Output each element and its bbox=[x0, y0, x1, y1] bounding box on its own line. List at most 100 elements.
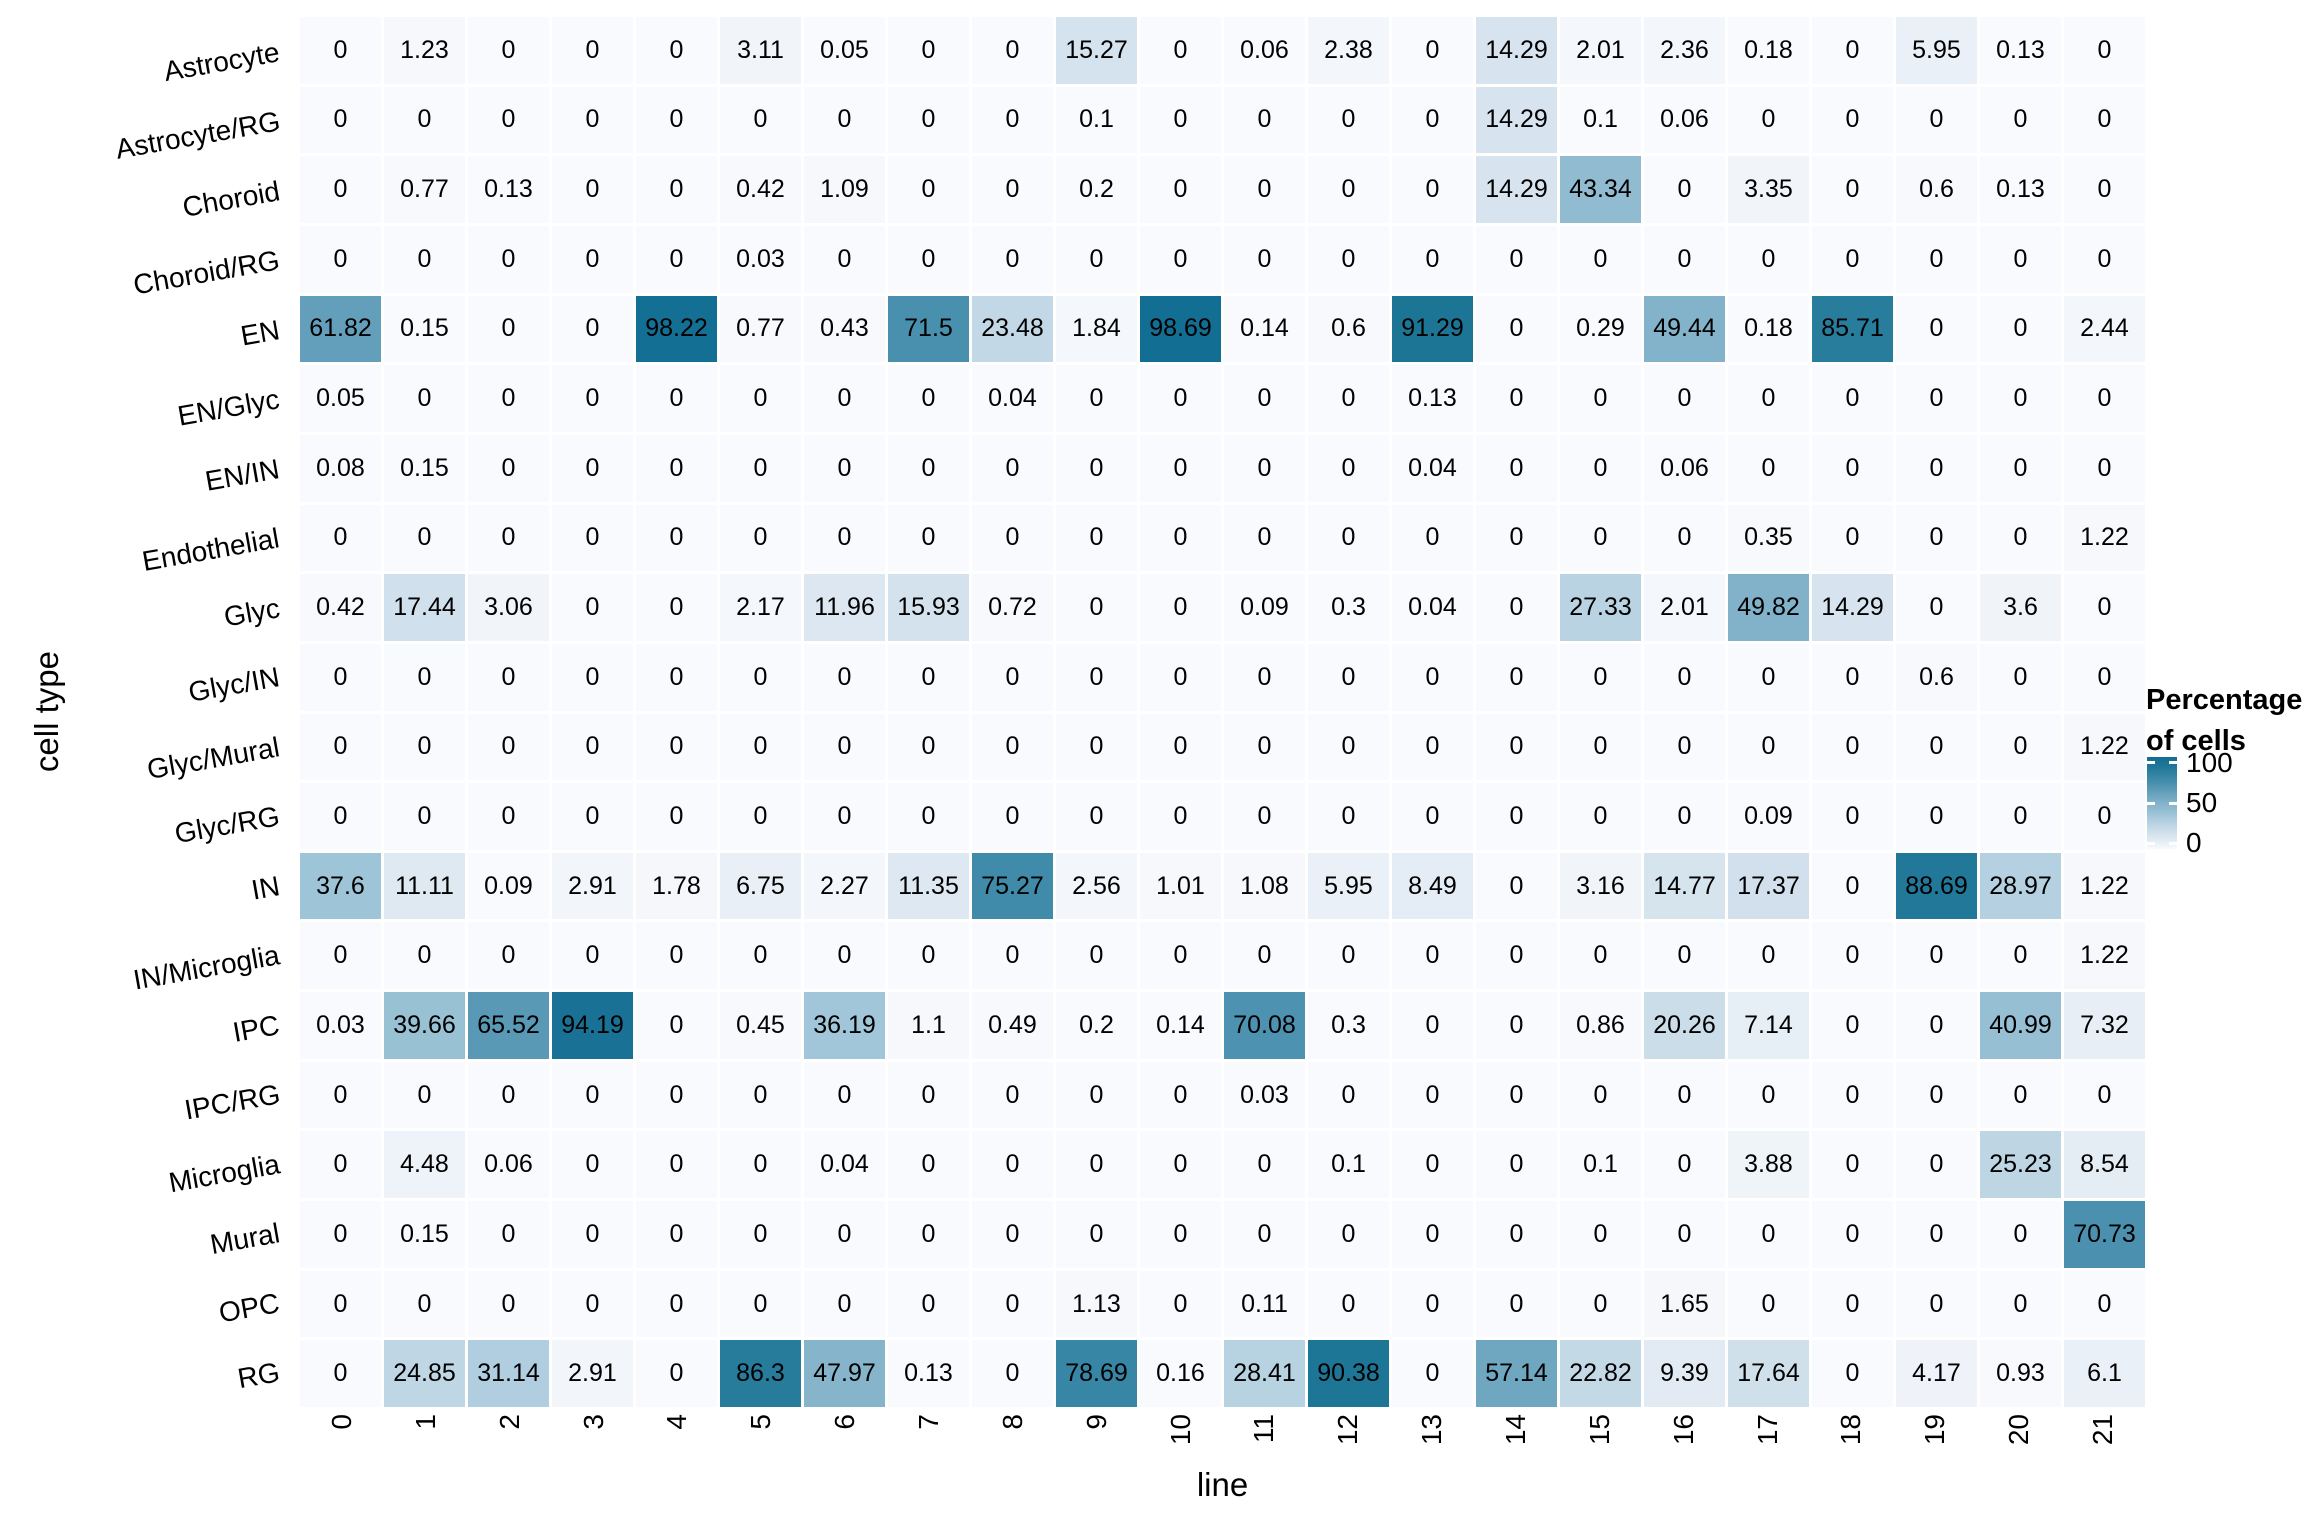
heatmap-cell: 1.84 bbox=[1056, 295, 1137, 363]
heatmap-cell: 0.1 bbox=[1308, 1131, 1389, 1199]
heatmap-cell: 14.29 bbox=[1476, 86, 1557, 154]
heatmap-cell: 0.16 bbox=[1140, 1340, 1221, 1407]
heatmap-cell: 2.17 bbox=[720, 574, 801, 641]
heatmap-cell: 0 bbox=[636, 574, 717, 641]
heatmap-cell: 0.09 bbox=[468, 852, 549, 920]
heatmap-cell: 0 bbox=[1980, 295, 2061, 363]
heatmap-cell: 0.6 bbox=[1896, 156, 1977, 223]
heatmap-cell: 0 bbox=[1476, 504, 1557, 572]
heatmap-cell: 0 bbox=[1980, 1270, 2061, 1338]
heatmap-cell: 0 bbox=[2064, 783, 2145, 850]
heatmap-cell: 0 bbox=[1560, 1061, 1641, 1129]
heatmap-cell: 0 bbox=[1308, 86, 1389, 154]
heatmap-cell: 2.36 bbox=[1644, 17, 1725, 84]
heatmap-cell: 0 bbox=[468, 713, 549, 781]
heatmap-cell: 0.1 bbox=[1560, 86, 1641, 154]
heatmap-cell: 0 bbox=[1644, 365, 1725, 432]
heatmap-cell: 0 bbox=[1308, 365, 1389, 432]
row-label-text: Glyc bbox=[221, 592, 283, 633]
heatmap-cell: 90.38 bbox=[1308, 1340, 1389, 1407]
heatmap-cell: 0 bbox=[1728, 434, 1809, 502]
heatmap-cell: 0 bbox=[1224, 86, 1305, 154]
heatmap-cell: 0 bbox=[888, 86, 969, 154]
heatmap-cell: 0.3 bbox=[1308, 992, 1389, 1059]
heatmap-cell: 9.39 bbox=[1644, 1340, 1725, 1407]
heatmap-cell: 0.14 bbox=[1140, 992, 1221, 1059]
heatmap-cell: 0 bbox=[720, 643, 801, 711]
heatmap-cell: 0 bbox=[1644, 713, 1725, 781]
heatmap-cell: 0 bbox=[1812, 1270, 1893, 1338]
heatmap-cell: 0 bbox=[1056, 434, 1137, 502]
heatmap-cell: 1.23 bbox=[384, 17, 465, 84]
heatmap-cell: 0 bbox=[972, 643, 1053, 711]
heatmap-cell: 0 bbox=[1140, 643, 1221, 711]
heatmap-cell: 3.11 bbox=[720, 17, 801, 84]
heatmap-cell: 0 bbox=[888, 225, 969, 293]
heatmap-cell: 22.82 bbox=[1560, 1340, 1641, 1407]
heatmap-cell: 0 bbox=[468, 295, 549, 363]
heatmap-cell: 0 bbox=[1896, 783, 1977, 850]
heatmap-cell: 0.18 bbox=[1728, 295, 1809, 363]
heatmap-cell: 0 bbox=[2064, 643, 2145, 711]
heatmap-cell: 0 bbox=[1812, 1131, 1893, 1199]
col-label-text: 1 bbox=[409, 1414, 441, 1430]
heatmap-cell: 0 bbox=[2064, 156, 2145, 223]
heatmap-cell: 0 bbox=[720, 434, 801, 502]
row-label-text: IPC bbox=[230, 1009, 283, 1048]
heatmap-cell: 0.35 bbox=[1728, 504, 1809, 572]
heatmap-cell: 0 bbox=[1056, 504, 1137, 572]
legend-tick-mark bbox=[2147, 841, 2155, 845]
heatmap-cell: 0 bbox=[300, 783, 381, 850]
heatmap-cell: 0 bbox=[1644, 1061, 1725, 1129]
heatmap-cell: 0.05 bbox=[804, 17, 885, 84]
heatmap-cell: 4.48 bbox=[384, 1131, 465, 1199]
heatmap-cell: 2.27 bbox=[804, 852, 885, 920]
heatmap-cell: 0 bbox=[1392, 17, 1473, 84]
col-label-text: 4 bbox=[661, 1414, 693, 1430]
heatmap-cell: 0 bbox=[720, 713, 801, 781]
heatmap-cell: 0 bbox=[1896, 365, 1977, 432]
heatmap-cell: 0.04 bbox=[972, 365, 1053, 432]
heatmap-panel: 0 1.23 0 0 0 3.11 0.05 0 0 15.27 0 0.06 2.38 0 14.29 2.… bbox=[300, 17, 2145, 1407]
heatmap-cell: 0 bbox=[804, 504, 885, 572]
heatmap-cell: 0 bbox=[300, 17, 381, 84]
row-label-text: Glyc/IN bbox=[186, 661, 283, 709]
heatmap-cell: 0 bbox=[1728, 1061, 1809, 1129]
heatmap-cell: 4.17 bbox=[1896, 1340, 1977, 1407]
heatmap-cell: 0 bbox=[972, 156, 1053, 223]
heatmap-cell: 0 bbox=[1056, 225, 1137, 293]
heatmap-cell: 0 bbox=[804, 783, 885, 850]
heatmap-cell: 0 bbox=[1980, 783, 2061, 850]
heatmap-cell: 43.34 bbox=[1560, 156, 1641, 223]
row-label-text: EN/Glyc bbox=[175, 383, 283, 432]
heatmap-cell: 0.15 bbox=[384, 1201, 465, 1268]
heatmap-cell: 0 bbox=[1644, 643, 1725, 711]
heatmap-cell: 0.43 bbox=[804, 295, 885, 363]
heatmap-cell: 0 bbox=[1812, 783, 1893, 850]
heatmap-cell: 0 bbox=[1560, 643, 1641, 711]
heatmap-cell: 3.35 bbox=[1728, 156, 1809, 223]
heatmap-cell: 0.04 bbox=[1392, 574, 1473, 641]
heatmap-cell: 40.99 bbox=[1980, 992, 2061, 1059]
heatmap-cell: 0 bbox=[972, 713, 1053, 781]
row-label-mural: Mural bbox=[0, 1199, 290, 1269]
heatmap-cell: 0.6 bbox=[1896, 643, 1977, 711]
heatmap-cell: 70.08 bbox=[1224, 992, 1305, 1059]
heatmap-cell: 27.33 bbox=[1560, 574, 1641, 641]
heatmap-cell: 0 bbox=[1812, 643, 1893, 711]
heatmap-cell: 0 bbox=[384, 783, 465, 850]
heatmap-cell: 0 bbox=[2064, 434, 2145, 502]
row-label-text: Glyc/Mural bbox=[144, 731, 283, 785]
heatmap-cell: 0 bbox=[1812, 713, 1893, 781]
heatmap-cell: 0 bbox=[1980, 365, 2061, 432]
row-label-text: Glyc/RG bbox=[172, 800, 283, 850]
heatmap-cell: 0 bbox=[804, 1201, 885, 1268]
heatmap-cell: 0 bbox=[1644, 1131, 1725, 1199]
heatmap-cell: 0 bbox=[1560, 922, 1641, 990]
heatmap-cell: 0 bbox=[1896, 922, 1977, 990]
heatmap-cell: 0 bbox=[1140, 783, 1221, 850]
heatmap-cell: 0 bbox=[1392, 504, 1473, 572]
heatmap-cell: 57.14 bbox=[1476, 1340, 1557, 1407]
heatmap-cell: 0 bbox=[1812, 86, 1893, 154]
heatmap-cell: 71.5 bbox=[888, 295, 969, 363]
